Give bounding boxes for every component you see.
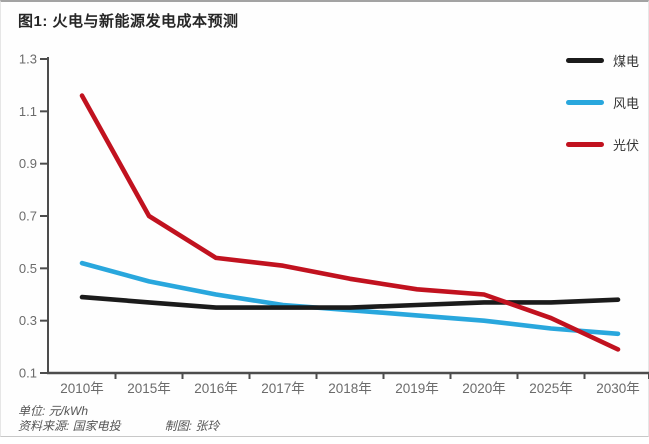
x-tick-label: 2025年: [529, 381, 573, 396]
chart-title: 图1: 火电与新能源发电成本预测: [18, 13, 239, 30]
y-tick-label: 0.3: [19, 313, 37, 328]
y-tick-label: 0.7: [19, 209, 37, 224]
y-tick-label: 0.1: [19, 366, 37, 381]
y-tick-label: 1.3: [19, 52, 37, 67]
y-tick-label: 1.1: [19, 104, 37, 119]
y-tick-label: 0.9: [19, 156, 37, 171]
legend-item-wind: 风电: [565, 94, 639, 111]
x-tick-label: 2010年: [60, 381, 104, 396]
legend-swatch-wind: [565, 99, 604, 105]
x-tick-label: 2015年: [127, 381, 171, 396]
chart-footer: 单位: 元/kWh 资料来源: 国家电投 制图: 张玲: [18, 404, 219, 434]
y-tick-label: 0.5: [19, 261, 37, 276]
legend: 煤电 风电 光伏: [565, 52, 639, 178]
x-tick-label: 2030年: [596, 381, 640, 396]
series-line-coal: [79, 294, 621, 310]
legend-item-solar: 光伏: [565, 136, 639, 153]
legend-label-wind: 风电: [612, 95, 639, 111]
legend-label-coal: 煤电: [612, 53, 639, 69]
author-label: 制图: 张玲: [164, 419, 220, 433]
legend-item-coal: 煤电: [565, 52, 639, 69]
series-line-wind: [79, 260, 621, 337]
legend-swatch-solar: [565, 141, 604, 147]
source-label: 资料来源: 国家电投: [18, 419, 121, 433]
source-row: 资料来源: 国家电投 制图: 张玲: [18, 419, 219, 434]
legend-label-solar: 光伏: [612, 137, 639, 153]
x-tick-label: 2016年: [194, 381, 238, 396]
x-tick-label: 2019年: [395, 381, 439, 396]
x-tick-label: 2017年: [261, 381, 305, 396]
legend-swatch-coal: [565, 57, 604, 63]
x-tick-label: 2018年: [328, 381, 372, 396]
unit-label: 单位: 元/kWh: [18, 404, 89, 418]
series-line-solar: [79, 93, 621, 352]
x-tick-label: 2020年: [462, 381, 506, 396]
